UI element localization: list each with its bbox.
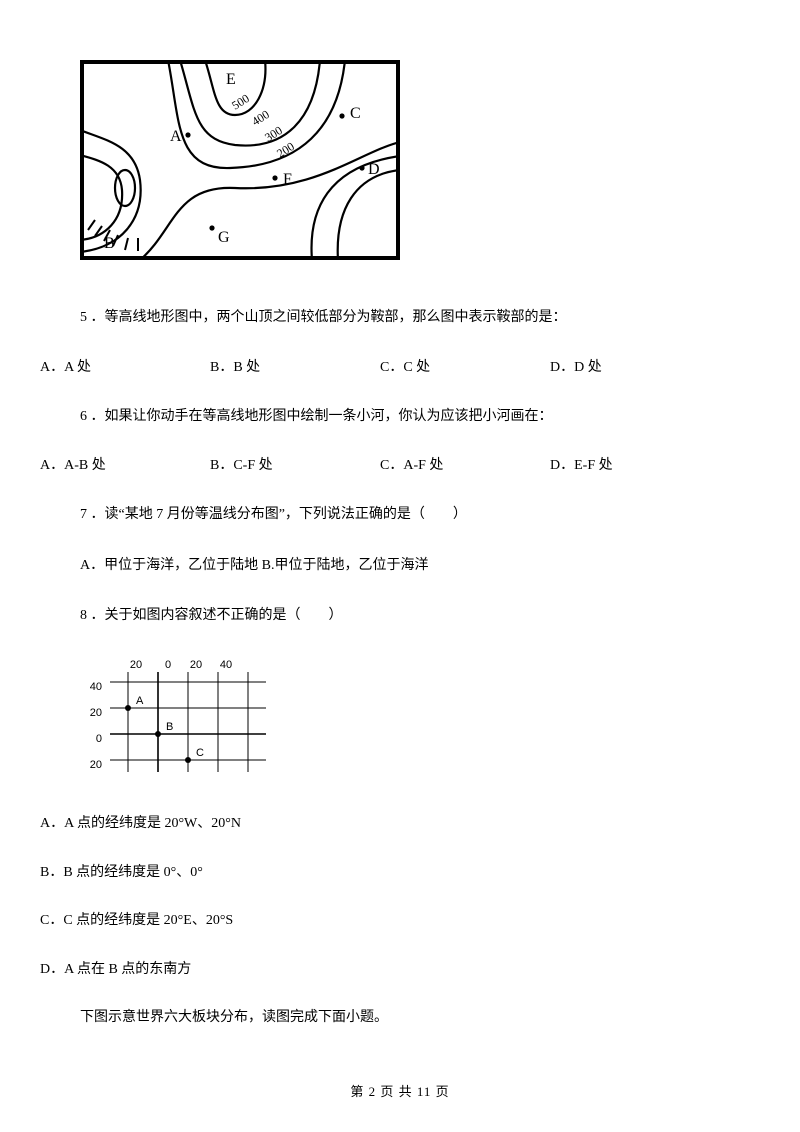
q8-opt-a: A．A 点的经纬度是 20°W、20°N: [40, 811, 760, 838]
svg-text:C: C: [350, 105, 361, 122]
q5-opt-b: B．B 处: [210, 356, 380, 376]
lat-long-grid-figure: 20 0 20 40 40 20 0 20 A B C: [80, 654, 760, 789]
svg-text:20: 20: [190, 659, 202, 671]
q6-stem: 6 ．如果让你动手在等高线地形图中绘制一条小河，你认为应该把小河画在：: [40, 404, 760, 431]
svg-text:B: B: [166, 721, 173, 733]
q5-opt-d: D．D 处: [550, 356, 720, 376]
svg-text:F: F: [283, 171, 292, 188]
svg-text:D: D: [368, 161, 380, 178]
q7-options-line: A．甲位于海洋，乙位于陆地 B.甲位于陆地，乙位于海洋: [40, 553, 760, 580]
svg-text:A: A: [170, 128, 182, 145]
svg-text:C: C: [196, 747, 204, 759]
svg-text:0: 0: [96, 733, 102, 745]
q5-stem: 5 ．等高线地形图中，两个山顶之间较低部分为鞍部，那么图中表示鞍部的是：: [40, 305, 760, 332]
q5-opt-c: C．C 处: [380, 356, 550, 376]
q6-opt-c: C．A-F 处: [380, 454, 550, 474]
svg-text:0: 0: [165, 659, 171, 671]
svg-text:40: 40: [220, 659, 232, 671]
q6-options: A．A-B 处 B．C-F 处 C．A-F 处 D．E-F 处: [40, 454, 760, 474]
q8-opt-d: D．A 点在 B 点的东南方: [40, 957, 760, 984]
page-footer: 第 2 页 共 11 页: [0, 1081, 800, 1100]
q8-opt-b: B．B 点的经纬度是 0°、0°: [40, 860, 760, 887]
contour-map-figure: 500400300200AECFDGB: [80, 60, 760, 265]
q8-opt-c: C．C 点的经纬度是 20°E、20°S: [40, 908, 760, 935]
q6-opt-a: A．A-B 处: [40, 454, 210, 474]
q5-opt-a: A．A 处: [40, 356, 210, 376]
svg-text:20: 20: [90, 759, 102, 771]
svg-text:E: E: [226, 71, 236, 88]
q8-stem: 8 ．关于如图内容叙述不正确的是（ ）: [40, 603, 760, 630]
svg-text:A: A: [136, 695, 144, 707]
svg-text:G: G: [218, 229, 230, 246]
q6-opt-b: B．C-F 处: [210, 454, 380, 474]
svg-text:20: 20: [90, 707, 102, 719]
svg-text:20: 20: [130, 659, 142, 671]
q5-options: A．A 处 B．B 处 C．C 处 D．D 处: [40, 356, 760, 376]
q7-stem: 7 ．读“某地 7 月份等温线分布图”，下列说法正确的是（ ）: [40, 502, 760, 529]
svg-text:B: B: [104, 235, 115, 252]
q6-opt-d: D．E-F 处: [550, 454, 720, 474]
trailer-text: 下图示意世界六大板块分布，读图完成下面小题。: [40, 1005, 760, 1032]
svg-text:40: 40: [90, 681, 102, 693]
